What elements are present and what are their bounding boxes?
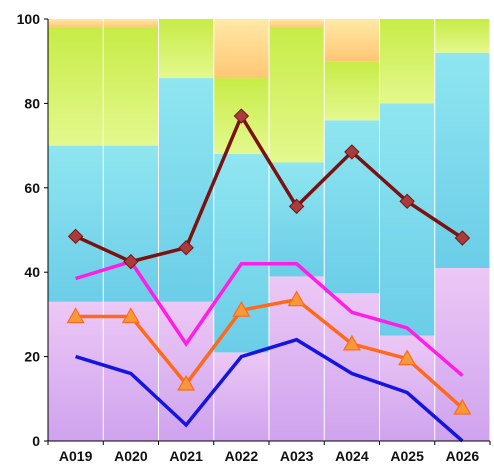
line-series-4 bbox=[75, 337, 464, 443]
diamond-marker-a020 bbox=[123, 253, 139, 270]
bar-segment-s3-a020 bbox=[103, 27, 158, 146]
x-tick-label-a023: A023 bbox=[280, 448, 314, 464]
diamond-marker-a022 bbox=[233, 108, 250, 124]
triangle-marker-a025 bbox=[398, 349, 417, 366]
line-series-1 bbox=[74, 112, 464, 264]
markers-layer bbox=[66, 108, 472, 415]
bar-segment-s3-a019 bbox=[48, 27, 103, 146]
bar-segment-s1-a026 bbox=[435, 267, 490, 441]
x-tick-label-a026: A026 bbox=[446, 448, 480, 464]
bar-segment-s2-a025 bbox=[380, 103, 435, 336]
triangle-marker-a020 bbox=[121, 307, 140, 324]
diamond-marker-a021 bbox=[178, 240, 194, 256]
y-tick-label-20: 20 bbox=[24, 349, 40, 365]
y-tick-label-40: 40 bbox=[24, 264, 40, 280]
triangle-marker-a024 bbox=[342, 334, 361, 351]
diamond-marker-a026 bbox=[454, 230, 471, 246]
diamond-marker-a025 bbox=[399, 193, 415, 210]
triangle-marker-a019 bbox=[66, 307, 85, 324]
bar-segment-s2-a023 bbox=[269, 162, 324, 277]
line-series-3 bbox=[75, 297, 464, 410]
triangle-marker-a026 bbox=[453, 398, 472, 415]
bar-segment-s2-a021 bbox=[159, 78, 214, 302]
triangle-marker-a021 bbox=[177, 374, 196, 391]
y-tick-label-60: 60 bbox=[24, 180, 40, 196]
diamond-marker-a023 bbox=[288, 198, 305, 215]
y-tick-label-0: 0 bbox=[32, 433, 40, 449]
bar-segment-s3-a023 bbox=[269, 27, 324, 163]
x-tick-label-a024: A024 bbox=[335, 448, 369, 464]
bar-segment-s3-a021 bbox=[159, 19, 214, 79]
bar-segment-s2-a020 bbox=[103, 145, 158, 302]
bar-segment-s4-a020 bbox=[103, 19, 158, 28]
y-tick-label-100: 100 bbox=[17, 11, 41, 27]
bar-segment-s2-a019 bbox=[48, 145, 103, 302]
bar-segment-s3-a024 bbox=[324, 61, 379, 121]
bar-segment-s1-a019 bbox=[48, 301, 103, 441]
x-tick-label-a022: A022 bbox=[225, 448, 259, 464]
x-tick-label-a025: A025 bbox=[390, 448, 424, 464]
lines-layer bbox=[74, 112, 464, 443]
y-tick-label-80: 80 bbox=[24, 95, 40, 111]
bar-segment-s1-a022 bbox=[214, 352, 269, 441]
bars-layer bbox=[48, 19, 490, 441]
bar-segment-s4-a024 bbox=[324, 19, 379, 62]
bar-segment-s1-a021 bbox=[159, 301, 214, 441]
bar-segment-s2-a022 bbox=[214, 154, 269, 353]
triangle-marker-a023 bbox=[287, 290, 306, 307]
diamond-marker-a024 bbox=[344, 144, 360, 160]
bar-segment-s1-a024 bbox=[324, 293, 379, 441]
x-tick-label-a020: A020 bbox=[114, 448, 148, 464]
x-tick-label-a021: A021 bbox=[169, 448, 203, 464]
bar-segment-s1-a020 bbox=[103, 301, 158, 441]
x-tick-label-a019: A019 bbox=[59, 448, 93, 464]
bar-segment-s4-a019 bbox=[48, 19, 103, 28]
bar-segment-s4-a022 bbox=[214, 19, 269, 79]
diamond-marker-a019 bbox=[67, 228, 84, 245]
bar-segment-s4-a023 bbox=[269, 19, 324, 28]
triangle-marker-a022 bbox=[232, 300, 251, 317]
bar-segment-s3-a025 bbox=[380, 19, 435, 104]
bar-segment-s3-a026 bbox=[435, 19, 490, 53]
axis-layer: 0 20 40 60 80 100 A019 A020 A021 A022 A023 A024 A025… bbox=[17, 11, 491, 464]
line-series-2 bbox=[75, 259, 464, 377]
